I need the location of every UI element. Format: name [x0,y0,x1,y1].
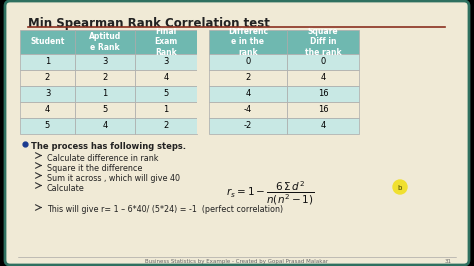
Text: 0: 0 [320,57,326,66]
Text: 5: 5 [164,89,169,98]
Text: Student: Student [30,38,64,47]
Text: Final
Exam
Rank: Final Exam Rank [155,27,178,57]
Text: 2: 2 [246,73,251,82]
Bar [20,30,75,54]
Bar [197,54,209,70]
Bar [75,54,135,70]
Bar [20,70,75,86]
Text: -4: -4 [244,106,252,114]
Text: 1: 1 [45,57,50,66]
Text: Square
Diff in
the rank: Square Diff in the rank [305,27,341,57]
Bar [75,102,135,118]
Text: 16: 16 [318,106,328,114]
Text: 4: 4 [320,122,326,131]
Bar [75,118,135,134]
Text: The process has following steps.: The process has following steps. [31,142,186,151]
Bar [287,30,359,54]
Text: 2: 2 [45,73,50,82]
Text: Calculate: Calculate [47,184,85,193]
Bar [197,86,209,102]
Bar [20,86,75,102]
Text: $r_s = 1 - \dfrac{6\,\Sigma\, d^2}{n(n^2 - 1)}$: $r_s = 1 - \dfrac{6\,\Sigma\, d^2}{n(n^2… [226,179,314,207]
Bar [287,54,359,70]
Bar [287,102,359,118]
Bar [287,86,359,102]
Text: 4: 4 [246,89,251,98]
Text: This will give r= 1 – 6*40/ (5*24) = -1  (perfect correlation): This will give r= 1 – 6*40/ (5*24) = -1 … [47,205,283,214]
Bar [20,118,75,134]
Bar [209,86,287,102]
Text: 5: 5 [102,106,108,114]
Bar [209,102,287,118]
Bar [135,70,197,86]
Text: 3: 3 [45,89,50,98]
Text: 1: 1 [164,106,169,114]
Bar [135,102,197,118]
Text: Min Spearman Rank Correlation test: Min Spearman Rank Correlation test [28,17,270,30]
Bar [20,102,75,118]
Bar [135,54,197,70]
Text: 3: 3 [102,57,108,66]
Text: 4: 4 [45,106,50,114]
Bar [209,70,287,86]
Bar [75,70,135,86]
Bar [75,30,135,54]
Text: 2: 2 [164,122,169,131]
Text: 4: 4 [164,73,169,82]
Bar [209,30,287,54]
Circle shape [393,180,407,194]
Text: 4: 4 [102,122,108,131]
Text: Sum it across , which will give 40: Sum it across , which will give 40 [47,174,180,183]
Bar [197,118,209,134]
Bar [135,30,197,54]
Bar [209,54,287,70]
Text: b: b [398,185,402,191]
Bar [209,118,287,134]
Text: Differenc
e in the
rank: Differenc e in the rank [228,27,268,57]
Bar [20,54,75,70]
Text: 4: 4 [320,73,326,82]
Text: Aptitud
e Rank: Aptitud e Rank [89,32,121,52]
Text: -2: -2 [244,122,252,131]
Bar [287,118,359,134]
Text: 16: 16 [318,89,328,98]
Bar [135,118,197,134]
Text: Business Statistics by Example - Created by Gopal Prasad Malakar: Business Statistics by Example - Created… [146,259,328,264]
Bar [197,30,209,54]
Text: 2: 2 [102,73,108,82]
Text: 0: 0 [246,57,251,66]
Text: Square it the difference: Square it the difference [47,164,142,173]
Bar [135,86,197,102]
Text: Calculate difference in rank: Calculate difference in rank [47,154,158,163]
Text: 1: 1 [102,89,108,98]
FancyBboxPatch shape [5,1,469,265]
Bar [197,70,209,86]
Bar [75,86,135,102]
Bar [287,70,359,86]
Text: 3: 3 [164,57,169,66]
Bar [197,102,209,118]
Text: 31: 31 [445,259,452,264]
Text: 5: 5 [45,122,50,131]
